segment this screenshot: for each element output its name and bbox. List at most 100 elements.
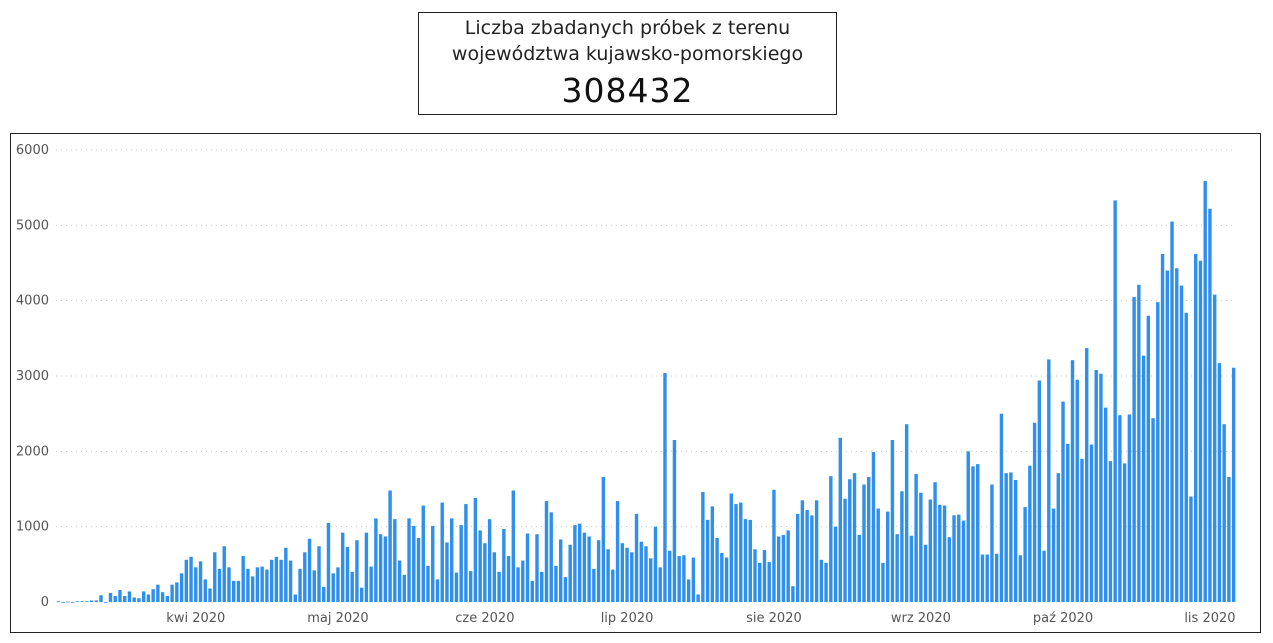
bar bbox=[724, 557, 729, 602]
bar bbox=[1037, 380, 1042, 602]
bar bbox=[341, 532, 345, 602]
y-axis: 0 1000 2000 3000 4000 5000 6000 bbox=[16, 143, 49, 610]
bar bbox=[966, 451, 970, 602]
bar bbox=[435, 579, 440, 602]
card-title: Liczba zbadanych próbek z terenu wojewód… bbox=[419, 15, 836, 67]
bar bbox=[791, 586, 795, 602]
card-title-line2: województwa kujawsko-pomorskiego bbox=[451, 43, 804, 65]
bar bbox=[568, 544, 572, 602]
bar bbox=[833, 526, 838, 602]
bar bbox=[577, 523, 582, 602]
bar bbox=[80, 601, 84, 603]
bar bbox=[1146, 315, 1151, 602]
bar bbox=[118, 589, 122, 602]
x-tick-label: kwi 2020 bbox=[166, 611, 225, 626]
bar bbox=[307, 538, 312, 602]
bar bbox=[592, 568, 596, 602]
bar bbox=[957, 514, 961, 602]
bar bbox=[208, 588, 212, 602]
y-tick-label: 4000 bbox=[16, 294, 49, 309]
bar bbox=[492, 552, 497, 602]
bar bbox=[1023, 507, 1027, 602]
bar bbox=[303, 552, 307, 602]
bar bbox=[127, 591, 132, 602]
bar bbox=[217, 568, 222, 602]
bar bbox=[1099, 373, 1103, 602]
bar bbox=[497, 571, 501, 602]
bar bbox=[824, 562, 828, 602]
y-tick-label: 1000 bbox=[16, 520, 49, 535]
bar bbox=[1175, 268, 1179, 602]
bar bbox=[743, 519, 748, 602]
bar bbox=[511, 490, 516, 602]
bar bbox=[478, 530, 482, 602]
bar bbox=[265, 569, 269, 602]
bar bbox=[1080, 458, 1084, 602]
bar bbox=[468, 571, 473, 602]
bar bbox=[113, 595, 117, 602]
bar bbox=[701, 492, 705, 602]
bar bbox=[75, 601, 80, 603]
bar bbox=[369, 566, 373, 602]
bar bbox=[563, 577, 568, 602]
bar bbox=[317, 546, 321, 602]
bar bbox=[1132, 296, 1136, 602]
bar bbox=[402, 574, 407, 602]
bar bbox=[1042, 550, 1046, 602]
bar bbox=[279, 559, 283, 602]
bar bbox=[170, 584, 174, 602]
bar bbox=[843, 498, 847, 602]
bar bbox=[1137, 284, 1141, 602]
bar bbox=[1089, 444, 1094, 602]
bar bbox=[1217, 363, 1222, 602]
bar bbox=[104, 602, 108, 603]
bar bbox=[776, 536, 781, 602]
bar bbox=[938, 504, 942, 602]
bar bbox=[786, 530, 790, 602]
bar bbox=[194, 567, 198, 602]
bar bbox=[1156, 302, 1160, 602]
bar bbox=[919, 492, 923, 602]
bar bbox=[639, 541, 643, 602]
bar bbox=[269, 559, 274, 602]
bar bbox=[274, 556, 279, 602]
bar bbox=[758, 562, 762, 602]
bar bbox=[70, 602, 75, 603]
bar bbox=[516, 567, 520, 602]
bar bbox=[1222, 424, 1226, 602]
bar bbox=[175, 582, 179, 602]
bar bbox=[634, 513, 639, 602]
x-axis: kwi 2020 maj 2020 cze 2020 lip 2020 sie 2020… bbox=[166, 611, 1235, 626]
x-tick-label: sie 2020 bbox=[746, 611, 802, 626]
bar bbox=[999, 413, 1004, 602]
bar bbox=[1231, 367, 1236, 602]
bar bbox=[293, 594, 298, 602]
bar bbox=[137, 598, 141, 602]
bar bbox=[554, 565, 558, 602]
bar bbox=[156, 584, 160, 602]
bar bbox=[94, 600, 98, 602]
bar bbox=[388, 490, 392, 602]
bar bbox=[374, 518, 378, 602]
chart-gridlines bbox=[56, 149, 1236, 528]
bar bbox=[1122, 463, 1127, 602]
bar bbox=[530, 580, 534, 602]
bar bbox=[1184, 312, 1188, 602]
y-tick-label: 2000 bbox=[16, 444, 49, 459]
bar bbox=[426, 565, 430, 602]
bar bbox=[606, 549, 610, 602]
bar bbox=[881, 562, 885, 602]
bar bbox=[1127, 414, 1132, 602]
bar bbox=[288, 560, 293, 602]
total-samples-value: 308432 bbox=[561, 71, 694, 110]
bar bbox=[947, 537, 951, 602]
bar bbox=[412, 525, 416, 602]
y-tick-label: 6000 bbox=[16, 143, 49, 158]
bar bbox=[781, 534, 786, 602]
bar bbox=[1118, 415, 1122, 602]
bar bbox=[1189, 496, 1193, 602]
bar bbox=[506, 556, 511, 602]
bar bbox=[179, 573, 184, 602]
bar bbox=[535, 534, 539, 602]
bar bbox=[383, 536, 388, 602]
